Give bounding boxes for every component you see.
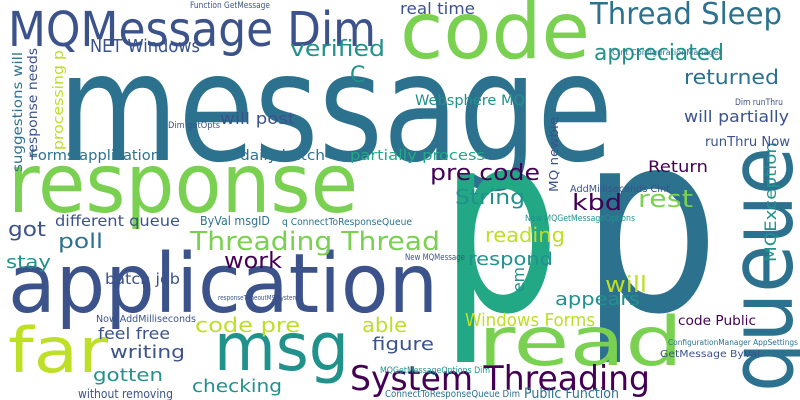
word: able [362,313,407,337]
word: gotten [93,365,163,386]
word: NET Windows [90,36,200,57]
word: reading [485,223,565,247]
word: far [8,314,109,387]
word: ConnectToResponseQueue Dim [385,389,520,400]
word: Now AddMilliseconds [96,314,196,325]
word: response needs [26,48,41,158]
word: p [580,78,720,369]
word: response [8,137,358,232]
word: Forms application [30,148,160,164]
word: writing [110,342,185,363]
word: daily batch [240,148,325,164]
word: System Threading [350,359,650,399]
word: checking [192,376,282,397]
word: Dim getOpts [168,121,220,131]
word: verified [290,37,385,62]
word: ByVal msgID [200,214,270,228]
word: MQGetMessageOptions Dim [380,366,490,376]
word: got [8,217,46,241]
word: CInt ConfigurationManager [612,48,723,57]
word: message [58,22,613,196]
word: rest [638,185,693,213]
word: ConfigurationManager AppSettings [668,338,798,347]
word: Websphere MQ [415,93,525,109]
word: Function GetMessage [190,1,270,11]
word: Windows Forms [465,310,595,331]
word: feel free [98,324,170,343]
word: stay [6,252,51,273]
word: work [224,249,282,274]
word: Threading Thread [189,227,440,257]
word: GetMessage ByVal [660,349,760,360]
word: MQMessage Dim [8,2,376,58]
word: application [8,237,438,332]
word: C [350,63,365,88]
word: read [478,303,683,382]
word: will partially [684,107,789,126]
word: pre code [430,161,540,186]
word: AddMilliseconds CInt [570,184,670,195]
word: code pre [195,313,300,337]
word: em [509,267,528,292]
word: returned [684,65,779,89]
word: Return [648,157,708,176]
word: appears [555,289,640,310]
word: MQException [761,142,780,262]
word: processing p [51,50,67,150]
word: p [440,78,560,369]
word: queue [710,147,800,392]
word: poll [58,229,103,253]
word: different queue [55,212,180,230]
word: partially process [350,148,485,164]
word: Thread Sleep [589,0,782,32]
word: Dim runThru [735,98,783,108]
word: New MQGetMessageOptions [525,214,635,224]
word: appreciated [594,41,724,66]
word: responseTimeoutMS System [218,294,298,302]
word: String [455,185,525,209]
word: will [605,273,647,298]
word: kbd [572,191,622,216]
word: q ConnectToResponseQueue [282,217,412,228]
word: without removing [78,387,173,400]
word: Public Function [524,386,619,400]
word: code Public [678,314,756,329]
word: suggestions will [11,52,26,172]
word: runThru Now [705,135,790,150]
word: MQ newbie [547,117,561,192]
word: will post [220,109,295,128]
word: real time [400,0,475,18]
word: msg [214,309,349,386]
word: respond [468,249,553,270]
word: figure [372,334,434,355]
word: batch job [105,270,180,288]
word: code [400,0,590,77]
word: New MQMessage [405,253,465,263]
